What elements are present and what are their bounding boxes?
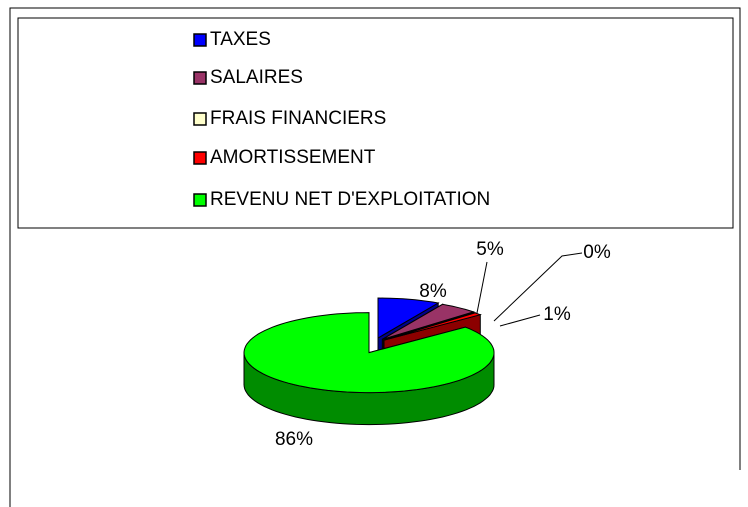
data-label: 1% — [543, 304, 571, 325]
legend-swatch — [193, 71, 207, 85]
legend-label: REVENU NET D'EXPLOITATION — [210, 189, 490, 210]
legend-label: SALAIRES — [210, 67, 303, 88]
data-label: 5% — [476, 239, 504, 260]
leader-line — [475, 261, 488, 319]
legend-label: AMORTISSEMENT — [210, 147, 376, 168]
data-label: 0% — [583, 242, 611, 263]
slice — [243, 312, 495, 394]
leader-line — [499, 314, 541, 327]
legend-box — [17, 17, 734, 229]
chart-frame — [9, 7, 741, 507]
legend-swatch — [193, 33, 207, 47]
legend-label: TAXES — [210, 29, 271, 50]
slice — [383, 312, 482, 341]
leader-lines — [475, 252, 583, 327]
slice — [377, 297, 440, 339]
data-label: 86% — [275, 429, 313, 450]
data-label: 8% — [419, 281, 447, 302]
slice — [382, 303, 476, 340]
legend-swatch — [193, 151, 207, 165]
legend-swatch — [193, 112, 207, 126]
legend-swatch — [193, 193, 207, 207]
leader-line — [493, 252, 583, 322]
legend-label: FRAIS FINANCIERS — [210, 108, 386, 129]
pie — [243, 297, 495, 426]
